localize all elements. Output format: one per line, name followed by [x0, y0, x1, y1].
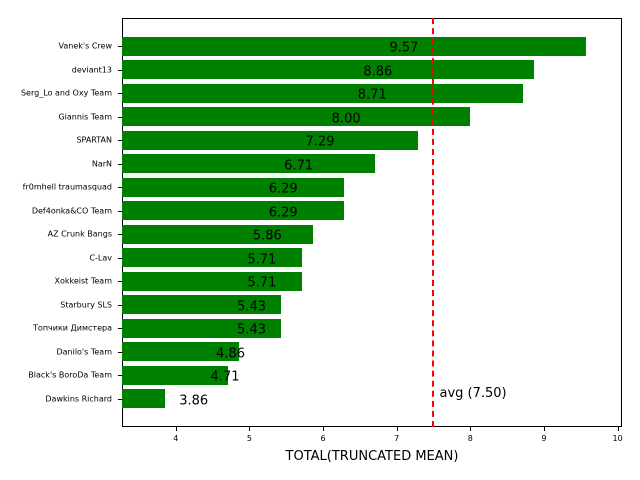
y-tick — [118, 46, 122, 47]
x-tick — [617, 427, 619, 431]
y-tick — [118, 375, 122, 377]
y-tick-label: fr0mhell traumasquad — [22, 182, 112, 192]
x-tick — [323, 427, 325, 431]
y-tick — [118, 140, 122, 142]
x-tick-label: 4 — [173, 434, 179, 443]
bar-value-label: 3.86 — [179, 393, 209, 409]
y-tick-label: Xokkeist Team — [54, 276, 113, 286]
x-tick-label: 7 — [394, 434, 400, 443]
x-tick — [249, 427, 251, 431]
y-tick-label: AZ Crunk Bangs — [47, 229, 112, 239]
bar-value-label: 5.43 — [237, 299, 266, 315]
y-tick-label: SPARTAN — [76, 135, 112, 145]
bar — [122, 248, 302, 268]
bar — [122, 107, 471, 127]
bar-value-label: 5.43 — [237, 322, 266, 338]
bar — [122, 271, 302, 291]
bar — [122, 342, 240, 362]
x-tick-label: 10 — [612, 434, 623, 443]
bar — [122, 365, 229, 385]
bar-value-label: 5.71 — [247, 275, 277, 291]
y-tick — [118, 93, 122, 95]
y-tick-label: Def4onka&CO Team — [31, 206, 112, 216]
bar-value-label: 6.29 — [268, 205, 298, 221]
bar — [122, 177, 345, 197]
y-tick — [118, 116, 122, 118]
x-tick-label: 6 — [320, 434, 326, 443]
y-tick-label: deviant13 — [71, 65, 112, 75]
y-tick — [118, 328, 122, 330]
bar-value-label: 9.57 — [389, 40, 419, 56]
average-annotation: avg (7.50) — [439, 386, 507, 401]
bar-value-label: 4.71 — [210, 369, 240, 385]
y-tick-label: Black's BoroDa Team — [28, 370, 112, 380]
y-tick-label: Serg_Lo and Oxy Team — [20, 88, 112, 98]
y-tick-label: C-Lav — [89, 253, 112, 263]
bar-value-label: 6.71 — [284, 158, 314, 174]
y-tick — [118, 304, 122, 306]
bar-value-label: 5.86 — [252, 228, 282, 244]
x-tick-label: 8 — [467, 434, 473, 443]
y-tick — [118, 69, 122, 71]
bar — [122, 83, 523, 103]
bar — [122, 36, 586, 56]
y-tick-label: Starbury SLS — [60, 300, 112, 310]
x-tick — [396, 427, 398, 431]
y-tick-label: Vanek's Crew — [58, 41, 112, 51]
bar — [122, 389, 166, 409]
bar — [122, 130, 419, 150]
x-tick-label: 9 — [541, 434, 547, 443]
bar-value-label: 8.71 — [357, 87, 387, 103]
x-tick — [470, 427, 472, 431]
x-tick — [175, 427, 177, 431]
bar-value-label: 8.00 — [331, 111, 361, 127]
y-tick — [118, 281, 122, 283]
bar — [122, 224, 313, 244]
bar-value-label: 6.29 — [268, 181, 298, 197]
bar-value-label: 7.29 — [305, 134, 335, 150]
plot-area — [122, 18, 622, 427]
x-tick — [543, 427, 545, 431]
y-tick — [118, 163, 122, 165]
bar — [122, 201, 345, 221]
y-tick-label: NarN — [91, 159, 112, 169]
y-tick-label: Топчики Димстера — [33, 323, 112, 333]
y-tick — [118, 187, 122, 189]
average-line — [432, 18, 435, 427]
y-tick — [118, 398, 122, 400]
bar — [122, 318, 282, 338]
y-tick — [118, 351, 122, 353]
x-tick-label: 5 — [246, 434, 252, 443]
y-tick-label: Dawkins Richard — [45, 394, 112, 404]
bar-value-label: 5.71 — [247, 252, 277, 268]
bar-value-label: 8.86 — [363, 64, 393, 80]
bar — [122, 60, 534, 80]
y-tick — [118, 257, 122, 259]
bar-value-label: 4.86 — [216, 346, 246, 362]
y-tick-label: Giannis Team — [58, 112, 112, 122]
y-tick — [118, 210, 122, 212]
x-axis-label: TOTAL(TRUNCATED MEAN) — [285, 449, 459, 464]
bar — [122, 295, 282, 315]
y-tick — [118, 234, 122, 236]
bar — [122, 154, 376, 174]
y-tick-label: Danilo's Team — [56, 347, 112, 357]
